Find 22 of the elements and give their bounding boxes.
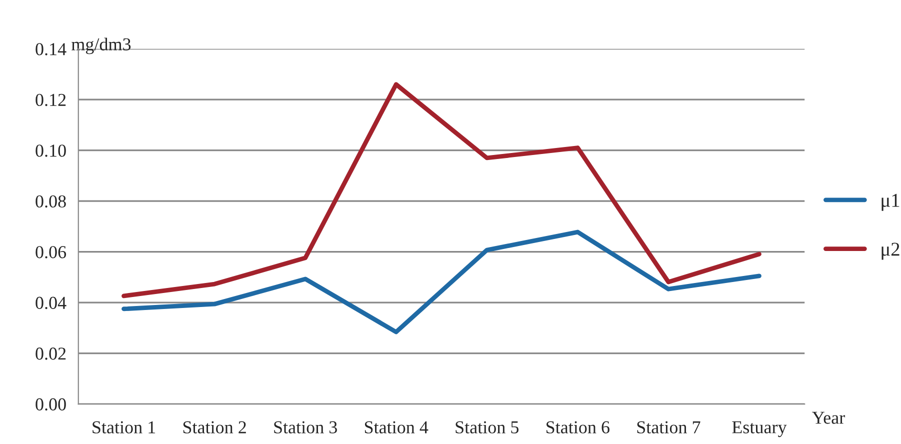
y-tick-label: 0.14 [36,43,66,56]
x-tick-label: Station 1 [92,421,156,434]
line-series [122,230,762,334]
x-tick-label: Estuary [732,421,787,438]
x-tick-label: Station 2 [183,421,246,434]
x-tick-label: Station 5 [456,421,519,434]
y-axis-title: mg/dm3 [72,38,131,54]
x-tick-label: Station 6 [546,421,610,434]
y-tick-label: 0.04 [36,296,66,310]
y-tick-label: 0.10 [36,144,66,157]
y-tick-label: 0.00 [36,398,66,411]
y-tick-label: 0.06 [36,246,66,258]
y-tick-label: 0.08 [36,195,66,208]
x-tick-label: Station 3 [274,421,337,434]
x-tick-label: Station 7 [637,421,700,434]
x-axis-title: Year [812,412,845,424]
legend-label: μ2 [882,242,900,260]
x-tick-label: Station 4 [364,421,428,434]
legend-label: μ1 [882,194,900,211]
y-tick-label: 0.02 [36,348,66,360]
line-series [122,82,762,298]
y-tick-label: 0.12 [36,94,66,106]
